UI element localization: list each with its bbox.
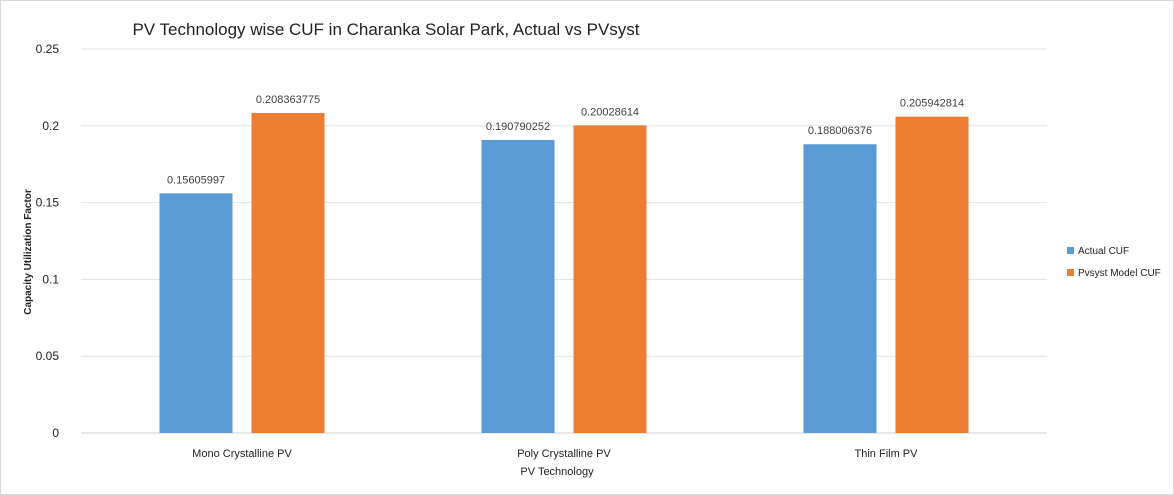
bar-pvsyst-2 xyxy=(895,116,969,433)
legend-swatch xyxy=(1067,269,1074,276)
x-category-label: Thin Film PV xyxy=(855,448,919,460)
bars-layer xyxy=(159,112,969,434)
bar-pvsyst-0 xyxy=(251,112,325,433)
x-category-label: Poly Crystalline PV xyxy=(517,448,611,460)
x-category-label: Mono Crystalline PV xyxy=(192,448,292,460)
data-label: 0.188006376 xyxy=(808,125,872,137)
x-axis-categories: Mono Crystalline PV Poly Crystalline PV Th… xyxy=(192,448,918,460)
y-axis-ticks: 0 0.05 0.1 0.15 0.2 0.25 xyxy=(36,42,60,440)
y-tick-label: 0.1 xyxy=(42,272,59,286)
bar-pvsyst-1 xyxy=(573,125,647,434)
data-label: 0.208363775 xyxy=(256,94,320,106)
x-axis-title: PV Technology xyxy=(520,466,594,478)
y-tick-label: 0 xyxy=(52,426,59,440)
legend-swatch xyxy=(1067,247,1074,254)
y-tick-label: 0.05 xyxy=(36,349,60,363)
bar-actual-0 xyxy=(159,193,233,433)
y-axis-title: Capacity Utilization Factor xyxy=(23,189,34,315)
legend-label: Actual CUF xyxy=(1078,246,1129,257)
data-label: 0.20028614 xyxy=(581,106,639,118)
y-tick-label: 0.2 xyxy=(42,119,59,133)
data-label: 0.205942814 xyxy=(900,98,964,110)
data-label: 0.15605997 xyxy=(167,174,225,186)
chart-title: PV Technology wise CUF in Charanka Solar… xyxy=(132,20,639,39)
data-label: 0.190790252 xyxy=(486,121,550,133)
bar-actual-1 xyxy=(481,139,555,433)
legend-label: Pvsyst Model CUF xyxy=(1078,268,1161,279)
grid-layer xyxy=(81,48,1047,434)
data-labels-layer: 0.15605997 0.208363775 0.190790252 0.200286… xyxy=(167,94,964,186)
y-tick-label: 0.25 xyxy=(36,42,60,56)
legend: Actual CUF Pvsyst Model CUF xyxy=(1067,246,1161,279)
y-tick-label: 0.15 xyxy=(36,196,60,210)
bar-actual-2 xyxy=(803,144,877,433)
